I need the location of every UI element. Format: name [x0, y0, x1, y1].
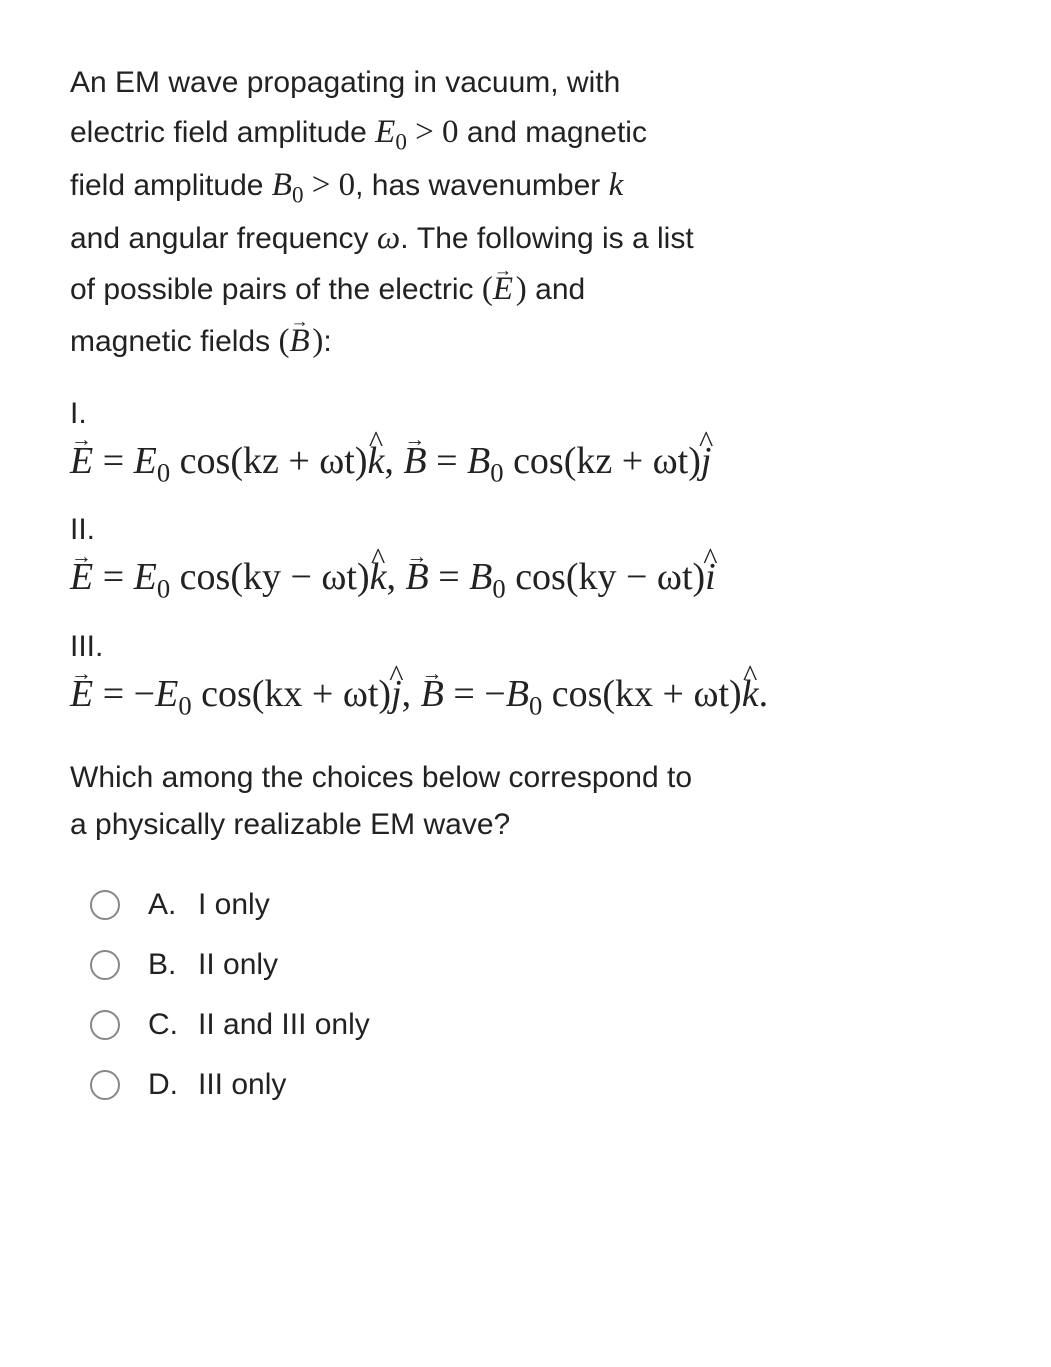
choice-text: III only [198, 1068, 286, 1102]
math-Evec: E [493, 264, 513, 315]
closing-text: Which among the choices below correspond… [70, 761, 692, 794]
stem-text: : [323, 325, 331, 358]
stem-text: and [527, 273, 585, 306]
math-omega: ω [377, 220, 400, 256]
radio-icon[interactable] [90, 950, 120, 980]
stem-text: magnetic fields [70, 325, 278, 358]
choice-text: II and III only [198, 1008, 370, 1042]
answer-choices: A. I only B. II only C. II and III only … [70, 888, 991, 1102]
question-page: An EM wave propagating in vacuum, with e… [0, 0, 1051, 1188]
choice-letter: C. [148, 1008, 198, 1042]
choice-b[interactable]: B. II only [90, 948, 991, 982]
math-Bvec: B [289, 316, 309, 367]
statement-list: I. E = E0 cos(kz + ωt)k, B = B0 cos(kz +… [70, 397, 991, 725]
stem-text: field amplitude [70, 169, 272, 202]
choice-letter: D. [148, 1068, 198, 1102]
math-k: k [609, 167, 624, 203]
choice-text: I only [198, 888, 270, 922]
stem-text: and magnetic [459, 116, 647, 149]
choice-letter: A. [148, 888, 198, 922]
choice-c[interactable]: C. II and III only [90, 1008, 991, 1042]
stem-text: . The following is a list [400, 222, 693, 255]
item-label: III. [70, 630, 991, 664]
stem-text: electric field amplitude [70, 116, 375, 149]
stem-text: , has wavenumber [355, 169, 608, 202]
equation-iii: E = −E0 cos(kx + ωt)j, B = −B0 cos(kx + … [70, 668, 991, 725]
closing-text: a physically realizable EM wave? [70, 808, 510, 841]
radio-icon[interactable] [90, 1070, 120, 1100]
choice-letter: B. [148, 948, 198, 982]
item-label: I. [70, 397, 991, 431]
choice-d[interactable]: D. III only [90, 1068, 991, 1102]
item-label: II. [70, 513, 991, 547]
stem-text: and angular frequency [70, 222, 377, 255]
choice-a[interactable]: A. I only [90, 888, 991, 922]
radio-icon[interactable] [90, 1010, 120, 1040]
question-stem: An EM wave propagating in vacuum, with e… [70, 60, 991, 367]
radio-icon[interactable] [90, 890, 120, 920]
stem-text: An EM wave propagating in vacuum, with [70, 66, 620, 99]
equation-ii: E = E0 cos(ky − ωt)k, B = B0 cos(ky − ωt… [70, 551, 991, 608]
closing-question: Which among the choices below correspond… [70, 755, 991, 848]
choice-text: II only [198, 948, 278, 982]
equation-i: E = E0 cos(kz + ωt)k, B = B0 cos(kz + ωt… [70, 435, 991, 492]
stem-text: of possible pairs of the electric [70, 273, 482, 306]
